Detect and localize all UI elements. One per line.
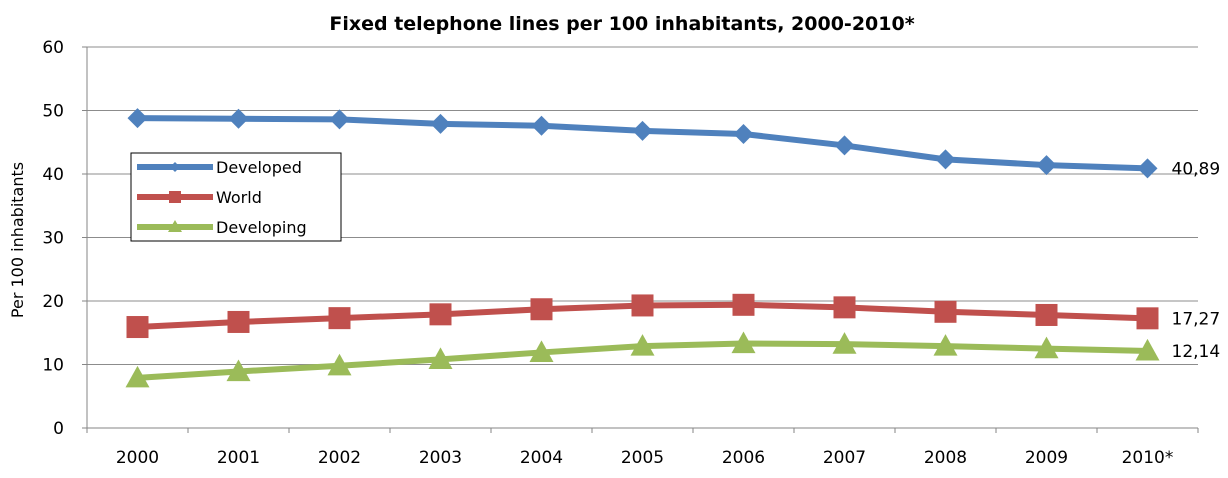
series-developing — [125, 331, 1160, 388]
data-point — [631, 294, 654, 317]
y-axis-label: Per 100 inhabitants — [8, 162, 27, 318]
series-group — [125, 108, 1160, 388]
data-point — [530, 298, 553, 321]
x-tick-label: 2005 — [621, 448, 664, 468]
data-point — [630, 334, 655, 356]
legend-label: Developing — [216, 218, 307, 237]
y-tick-label: 50 — [42, 102, 64, 122]
x-tick-label: 2007 — [823, 448, 866, 468]
x-tick-label: 2010* — [1122, 448, 1174, 468]
data-point — [834, 135, 855, 156]
legend-label: World — [216, 188, 262, 207]
legend: Developed World Developing — [130, 152, 342, 242]
x-tick-label: 2002 — [318, 448, 361, 468]
legend-marker — [170, 162, 180, 172]
y-tick-label: 20 — [42, 292, 64, 312]
data-point — [933, 334, 958, 356]
data-point — [228, 108, 249, 129]
data-point — [632, 120, 653, 141]
x-tick-label: 2006 — [722, 448, 765, 468]
data-point — [227, 310, 250, 333]
data-point — [531, 115, 552, 136]
data-point — [428, 347, 453, 370]
legend-item-developed: Developed — [137, 158, 302, 177]
data-point — [226, 359, 251, 382]
data-point — [1035, 303, 1058, 326]
series-world — [126, 293, 1159, 339]
legend-label: Developed — [216, 158, 302, 177]
data-point — [733, 123, 754, 144]
end-label-developed: 40,89 — [1172, 159, 1221, 179]
data-point — [127, 108, 148, 129]
data-point — [833, 296, 856, 319]
chart-title: Fixed telephone lines per 100 inhabitant… — [329, 13, 914, 35]
x-tick-label: 2009 — [1025, 448, 1068, 468]
y-tick-label: 30 — [42, 229, 64, 249]
legend-marker — [168, 220, 182, 232]
data-point — [732, 293, 755, 316]
end-labels: 40,89 17,27 12,14 — [1172, 159, 1221, 362]
data-point — [126, 316, 149, 339]
data-point — [731, 331, 756, 354]
end-label-world: 17,27 — [1172, 309, 1221, 329]
x-tick-label: 2001 — [217, 448, 260, 468]
data-point — [1136, 307, 1159, 330]
y-tick-label: 60 — [42, 38, 64, 58]
series-developed — [127, 108, 1158, 179]
y-tick-label: 40 — [42, 165, 64, 185]
data-point — [935, 149, 956, 170]
x-tick-label: 2008 — [924, 448, 967, 468]
end-label-developing: 12,14 — [1172, 342, 1221, 362]
data-point — [1034, 336, 1059, 359]
legend-item-world: World — [137, 188, 262, 207]
data-point — [430, 113, 451, 134]
x-axis-ticks: 2000 2001 2002 2003 2004 2005 2006 2007 2008 2009… — [116, 448, 1174, 468]
legend-marker — [169, 191, 181, 203]
data-point — [1135, 338, 1160, 361]
x-tick-label: 2004 — [520, 448, 563, 468]
x-tick-label: 2000 — [116, 448, 159, 468]
data-point — [327, 353, 352, 376]
data-point — [934, 300, 957, 323]
data-point — [329, 109, 350, 130]
y-tick-label: 10 — [42, 356, 64, 376]
y-axis-ticks: 0 10 20 30 40 50 60 — [42, 38, 64, 439]
y-tick-label: 0 — [53, 419, 64, 439]
data-point — [328, 307, 351, 330]
legend-item-developing: Developing — [137, 218, 307, 237]
data-point — [529, 340, 554, 363]
data-point — [1036, 155, 1057, 176]
data-point — [429, 303, 452, 326]
data-point — [832, 332, 857, 354]
data-point — [1137, 158, 1158, 179]
x-tick-label: 2003 — [419, 448, 462, 468]
data-point — [125, 365, 150, 388]
